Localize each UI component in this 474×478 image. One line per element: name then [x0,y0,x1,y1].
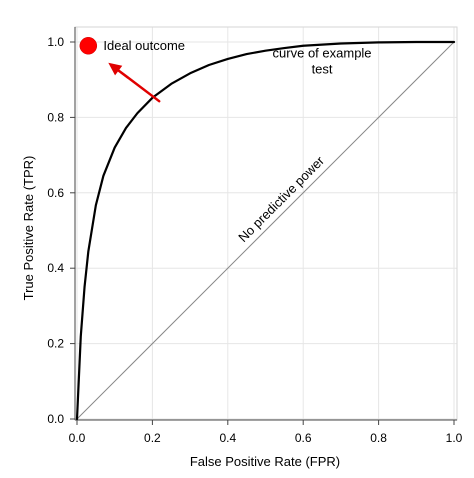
y-tick-label: 0.6 [47,186,64,200]
x-tick-label: 0.2 [144,431,161,445]
x-tick-label: 0.8 [370,431,387,445]
y-tick-label: 0.4 [47,261,64,275]
gridlines [75,27,457,420]
series [75,37,456,421]
axes: 0.0 0.2 0.4 0.6 0.8 1.0 0.0 0.2 0.4 0.6 0.8 1.0 Fals… [21,27,463,469]
x-axis-title: False Positive Rate (FPR) [190,454,340,469]
curve-annotation-line: test [312,61,333,76]
x-tick-label: 0.0 [69,431,86,445]
y-tick-label: 0.0 [47,412,64,426]
curve-annotation-line: curve of example [273,45,372,60]
annotation-arrow-head [108,62,123,76]
ideal-outcome-point [79,37,98,55]
y-axis-title: True Positive Rate (TPR) [21,156,36,301]
ideal-outcome-label: Ideal outcome [103,38,185,53]
x-tick-label: 0.4 [219,431,236,445]
x-tick-label: 1.0 [446,431,463,445]
y-tick-label: 0.2 [47,337,64,351]
y-tick-label: 0.8 [47,110,64,124]
x-tick-label: 0.6 [295,431,312,445]
y-tick-label: 1.0 [47,35,64,49]
roc-curve-line [75,40,456,421]
no-skill-diagonal-line [76,41,455,420]
annotation-arrow-shaft [117,69,161,103]
